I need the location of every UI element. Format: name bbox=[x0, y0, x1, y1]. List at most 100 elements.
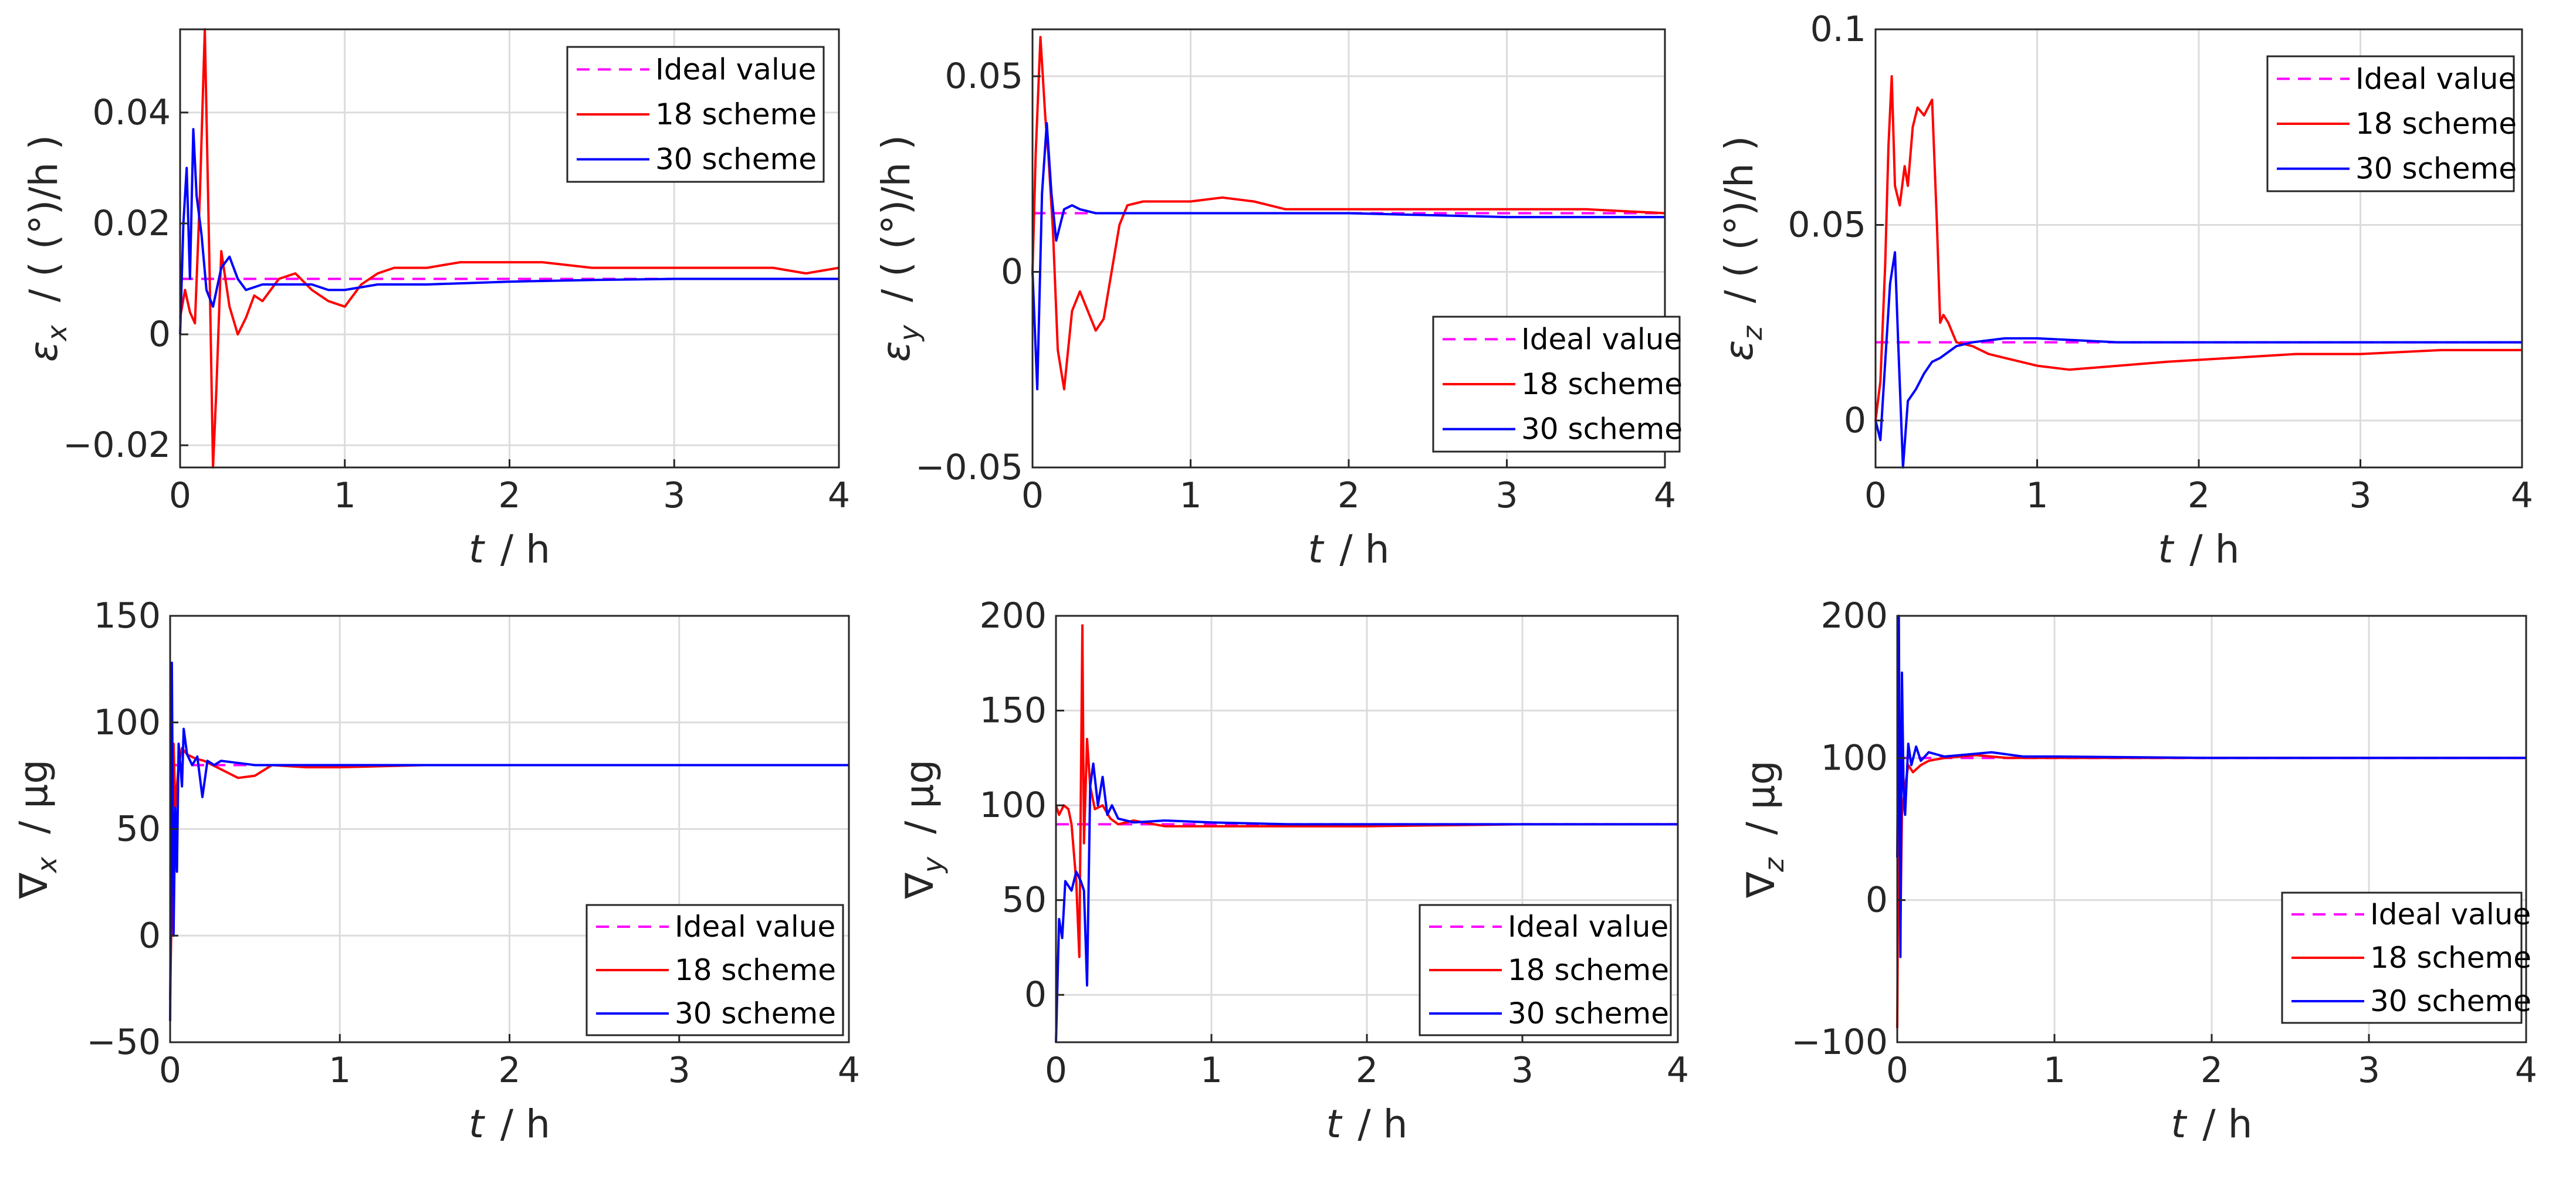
x-tick-label: 1 bbox=[1179, 475, 1201, 516]
x-axis-unit: / h bbox=[2189, 527, 2239, 572]
x-axis-label: t / h bbox=[2158, 527, 2240, 572]
y-axis-label: ∇y / μg bbox=[897, 760, 949, 899]
x-tick-label: 2 bbox=[1356, 1050, 1378, 1091]
x-axis-label: t / h bbox=[1308, 527, 1390, 572]
y-axis-label: εy / ( (°)/h ) bbox=[874, 135, 925, 362]
x-tick-label: 0 bbox=[1021, 475, 1044, 516]
legend-label: Ideal value bbox=[2355, 62, 2516, 96]
legend: Ideal value 18 scheme 30 scheme bbox=[2281, 892, 2531, 1024]
x-axis-symbol: t bbox=[469, 1101, 485, 1147]
series-line-30-scheme bbox=[179, 128, 839, 335]
y-tick-label: −0.05 bbox=[915, 447, 1023, 488]
x-tick-label: 2 bbox=[1338, 475, 1360, 516]
subplot-5: 0 1 2 3 4 0 50 100 150 200 t / h ∇y / μg Ideal value 1… bbox=[897, 595, 1689, 1147]
x-tick-label: 1 bbox=[1200, 1050, 1223, 1091]
legend-label: 30 scheme bbox=[2355, 152, 2517, 186]
x-axis-label: t / h bbox=[469, 527, 550, 572]
legend-label: 18 scheme bbox=[655, 97, 817, 131]
x-tick-label: 1 bbox=[334, 475, 356, 516]
y-axis-symbol: ε bbox=[1717, 340, 1762, 361]
y-tick-label: 150 bbox=[979, 690, 1047, 731]
y-axis-symbol: ε bbox=[874, 341, 919, 362]
subplot-3: 0 1 2 3 4 0 0.05 0.1 t / h εz / ( (°)/h ) Ideal val… bbox=[1717, 9, 2533, 572]
y-tick-label: 50 bbox=[1002, 880, 1047, 921]
legend-label: 18 scheme bbox=[675, 953, 836, 987]
x-axis-unit: / h bbox=[1339, 527, 1389, 572]
legend: Ideal value 18 scheme 30 scheme bbox=[1419, 904, 1672, 1036]
y-axis-unit: / ( (°)/h ) bbox=[1717, 135, 1762, 315]
x-tick-label: 1 bbox=[2043, 1050, 2066, 1091]
x-tick-label: 2 bbox=[498, 1050, 520, 1091]
x-axis-symbol: t bbox=[2171, 1101, 2188, 1147]
legend-label: 30 scheme bbox=[1521, 412, 1683, 446]
legend-label: 30 scheme bbox=[1508, 996, 1669, 1031]
y-tick-label: −50 bbox=[86, 1022, 161, 1063]
x-axis-symbol: t bbox=[1308, 527, 1325, 572]
x-tick-label: 4 bbox=[2515, 1050, 2537, 1091]
y-tick-label: −100 bbox=[1791, 1022, 1888, 1063]
y-tick-label: 150 bbox=[93, 595, 161, 636]
x-axis-unit: / h bbox=[500, 1101, 550, 1147]
y-tick-label: 0 bbox=[1024, 974, 1047, 1015]
legend-label: 30 scheme bbox=[2370, 984, 2531, 1018]
series-line-30-scheme bbox=[1031, 122, 1665, 391]
x-tick-label: 2 bbox=[498, 475, 520, 516]
series-line-30-scheme bbox=[1896, 615, 2526, 958]
x-tick-label: 2 bbox=[2201, 1050, 2223, 1091]
x-tick-label: 0 bbox=[159, 1050, 181, 1091]
y-axis-subscript: x bbox=[31, 856, 63, 874]
x-tick-label: 0 bbox=[1886, 1050, 1908, 1091]
y-axis-unit: / μg bbox=[11, 760, 56, 846]
legend-label: Ideal value bbox=[1508, 910, 1668, 944]
subplot-1: 0 1 2 3 4 −0.02 0 0.02 0.04 t / h εx / ( (°)/h ) Ide… bbox=[21, 28, 850, 572]
y-axis-subscript: y bbox=[917, 856, 949, 874]
series-line-18-scheme bbox=[1055, 624, 1678, 958]
y-tick-label: 50 bbox=[116, 809, 161, 850]
x-axis-label: t / h bbox=[2171, 1101, 2253, 1147]
y-tick-label: 200 bbox=[1820, 595, 1888, 636]
legend-label: 18 scheme bbox=[2355, 107, 2517, 141]
y-tick-label: −0.02 bbox=[63, 425, 171, 466]
x-tick-label: 3 bbox=[2358, 1050, 2380, 1091]
legend-label: 30 scheme bbox=[675, 996, 836, 1031]
x-tick-label: 0 bbox=[1864, 475, 1887, 516]
y-axis-symbol: ∇ bbox=[897, 872, 942, 899]
y-tick-label: 0 bbox=[1001, 252, 1023, 293]
series-line-18-scheme bbox=[1874, 75, 2522, 421]
legend-label: Ideal value bbox=[2370, 897, 2531, 931]
legend-label: Ideal value bbox=[675, 910, 835, 944]
legend-label: 18 scheme bbox=[2370, 941, 2531, 975]
y-axis-subscript: x bbox=[41, 324, 73, 342]
y-tick-label: 0 bbox=[1844, 400, 1866, 441]
x-tick-label: 1 bbox=[329, 1050, 351, 1091]
y-tick-label: 0 bbox=[148, 314, 171, 355]
series-line-30-scheme bbox=[1055, 762, 1678, 1043]
series-line-30-scheme bbox=[1874, 251, 2522, 469]
y-tick-label: 0.04 bbox=[92, 92, 171, 133]
y-axis-unit: / μg bbox=[1738, 760, 1783, 847]
x-axis-label: t / h bbox=[1326, 1101, 1408, 1147]
y-axis-unit: / μg bbox=[897, 760, 942, 846]
x-tick-label: 0 bbox=[169, 475, 191, 516]
x-tick-label: 4 bbox=[828, 475, 850, 516]
y-tick-label: 100 bbox=[1820, 737, 1888, 778]
x-tick-label: 3 bbox=[2349, 475, 2371, 516]
y-tick-label: 0.05 bbox=[1788, 204, 1866, 245]
y-tick-label: 0 bbox=[1866, 880, 1888, 921]
y-axis-symbol: ∇ bbox=[11, 872, 56, 899]
x-tick-label: 4 bbox=[2511, 475, 2533, 516]
y-axis-unit: / ( (°)/h ) bbox=[21, 135, 66, 314]
y-axis-symbol: ∇ bbox=[1738, 872, 1783, 899]
legend-label: 30 scheme bbox=[655, 143, 817, 177]
y-axis-subscript: y bbox=[893, 324, 925, 342]
x-tick-label: 4 bbox=[1654, 475, 1676, 516]
x-axis-unit: / h bbox=[500, 527, 550, 572]
y-axis-subscript: z bbox=[1758, 857, 1790, 873]
x-axis-symbol: t bbox=[1326, 1101, 1343, 1147]
legend-label: 18 scheme bbox=[1508, 953, 1669, 987]
